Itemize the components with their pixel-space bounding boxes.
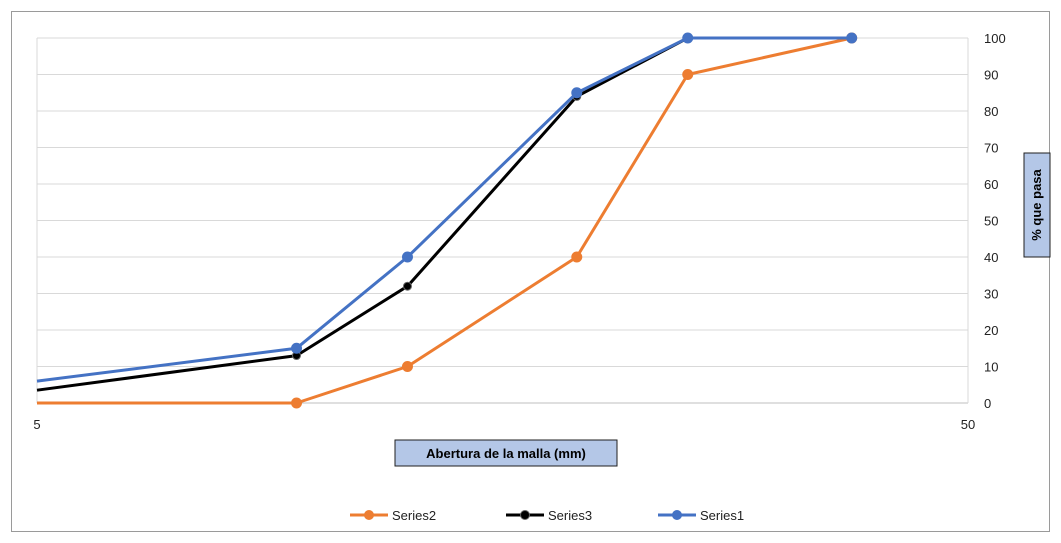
data-point-series1: [571, 87, 583, 99]
y-tick-label: 60: [984, 177, 998, 192]
y-tick-label: 40: [984, 250, 998, 265]
legend-item-series1: Series1: [658, 508, 744, 523]
legend-item-series3: Series3: [506, 508, 592, 523]
y-tick-label: 70: [984, 141, 998, 156]
legend-label: Series3: [548, 508, 592, 523]
series-line-series2: [37, 36, 853, 405]
x-axis-title-box: [394, 439, 618, 467]
series-series3: [36, 33, 857, 392]
legend-marker: [364, 510, 374, 520]
data-point-series2: [571, 251, 583, 263]
gridlines: [36, 37, 969, 404]
legend-item-series2: Series2: [350, 508, 436, 523]
legend-label: Series2: [392, 508, 436, 523]
x-axis-label: Abertura de la malla (mm): [426, 446, 586, 461]
x-axis-ticks: 5 50: [33, 417, 975, 432]
y-tick-label: 10: [984, 360, 998, 375]
series-line-series1: [36, 36, 852, 383]
y-axis-ticks: 0 10 20 30 40 50 60 70 80 90 100: [984, 31, 1006, 411]
y-tick-label: 100: [984, 31, 1006, 46]
y-tick-label: 90: [984, 68, 998, 83]
data-point-series2: [682, 69, 694, 80]
y-axis-title-box: [1023, 152, 1051, 258]
y-tick-label: 20: [984, 323, 998, 338]
data-point-series1: [291, 342, 303, 354]
legend-marker: [672, 510, 682, 520]
x-tick-label: 50: [961, 417, 975, 432]
series-line-series3: [36, 36, 852, 392]
x-tick-label: 5: [33, 417, 40, 432]
data-point-series2: [291, 397, 303, 409]
data-point-series1: [846, 32, 858, 44]
series-series1: [36, 32, 858, 383]
y-tick-label: 80: [984, 104, 998, 119]
y-tick-label: 30: [984, 287, 998, 302]
legend-label: Series1: [700, 508, 744, 523]
legend: Series2 Series3 Series1: [350, 508, 744, 523]
data-point-series3: [402, 281, 412, 291]
y-axis-label: % que pasa: [1029, 168, 1044, 240]
y-tick-label: 50: [984, 214, 998, 229]
series-layer: [36, 32, 858, 409]
y-axis-title: % que pasa: [1023, 152, 1051, 258]
x-axis-title: Abertura de la malla (mm): [394, 439, 618, 467]
data-point-series1: [401, 251, 413, 263]
data-point-series1: [682, 32, 694, 44]
y-tick-label: 0: [984, 396, 991, 411]
data-point-series2: [401, 361, 413, 372]
legend-marker: [520, 510, 530, 520]
